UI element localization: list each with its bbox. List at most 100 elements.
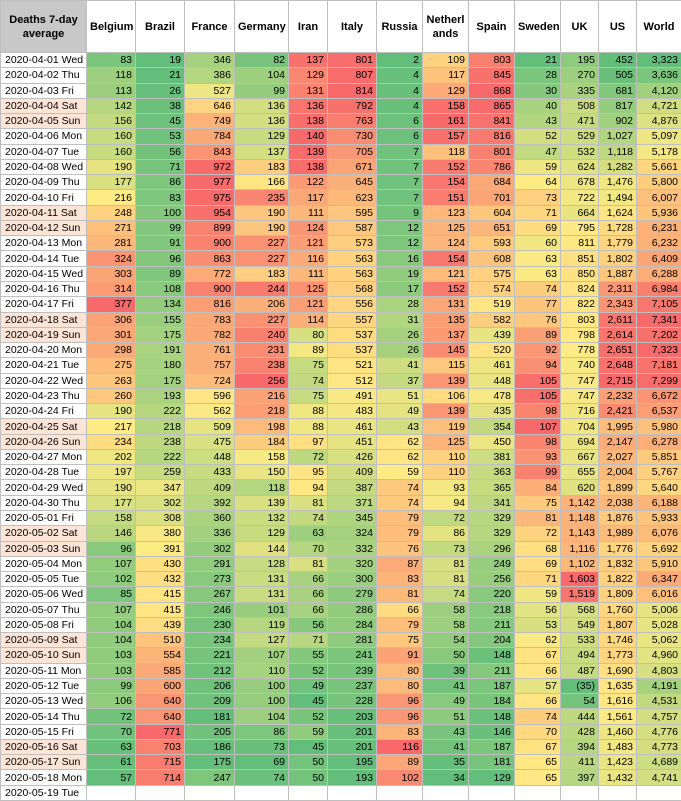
data-cell: 2,421 [599, 404, 637, 419]
data-cell: 74 [289, 510, 328, 525]
data-cell: 508 [561, 98, 599, 113]
data-cell: 104 [87, 633, 136, 648]
data-cell: 75 [289, 388, 328, 403]
data-cell: 34 [423, 770, 469, 785]
data-cell: 3,323 [637, 53, 681, 68]
data-cell: 259 [136, 465, 185, 480]
data-cell: 394 [561, 739, 599, 754]
data-cell: 40 [515, 98, 561, 113]
data-cell: 237 [328, 678, 377, 693]
data-cell: 1,282 [599, 159, 637, 174]
data-cell: 183 [235, 159, 289, 174]
data-cell: 59 [515, 159, 561, 174]
data-cell: 94 [423, 495, 469, 510]
data-cell: 205 [185, 724, 235, 739]
data-cell: 1,773 [599, 648, 637, 663]
data-cell: 386 [185, 68, 235, 83]
data-cell: 302 [136, 495, 185, 510]
row-date: 2020-05-11 Mon [1, 663, 87, 678]
row-date: 2020-04-13 Mon [1, 236, 87, 251]
data-cell: 201 [328, 724, 377, 739]
data-cell: 64 [515, 175, 561, 190]
data-cell: 519 [469, 297, 515, 312]
data-cell: 123 [423, 205, 469, 220]
data-cell: 409 [328, 465, 377, 480]
data-cell: 57 [87, 770, 136, 785]
data-cell: 160 [87, 129, 136, 144]
data-cell: 527 [185, 83, 235, 98]
data-cell: 5,800 [637, 175, 681, 190]
data-cell: 6,076 [637, 526, 681, 541]
data-cell: 4,757 [637, 709, 681, 724]
data-cell: 190 [87, 480, 136, 495]
data-cell: 50 [289, 755, 328, 770]
data-cell: 124 [423, 236, 469, 251]
data-cell: 139 [423, 373, 469, 388]
data-cell: 701 [469, 190, 515, 205]
data-cell: 380 [136, 526, 185, 541]
data-cell: 187 [469, 739, 515, 754]
data-cell: 41 [423, 678, 469, 693]
data-cell: 2,343 [599, 297, 637, 312]
data-cell: 52 [289, 709, 328, 724]
data-cell: 1,603 [561, 572, 599, 587]
data-cell: 549 [561, 617, 599, 632]
data-cell: 121 [423, 266, 469, 281]
data-cell: 206 [185, 678, 235, 693]
data-cell: 301 [87, 327, 136, 342]
data-cell: 439 [469, 327, 515, 342]
data-cell: 432 [136, 572, 185, 587]
data-cell: 491 [328, 388, 377, 403]
data-cell: 585 [136, 663, 185, 678]
data-cell: 181 [185, 709, 235, 724]
data-cell: 93 [515, 449, 561, 464]
data-cell: 151 [423, 190, 469, 205]
data-cell: 324 [328, 526, 377, 541]
data-cell: 557 [328, 312, 377, 327]
data-cell: 651 [469, 220, 515, 235]
data-cell: 1,432 [599, 770, 637, 785]
row-date: 2020-04-25 Sat [1, 419, 87, 434]
data-cell: 96 [87, 541, 136, 556]
data-cell: 303 [87, 266, 136, 281]
data-cell: 195 [561, 53, 599, 68]
data-cell: 1,624 [599, 205, 637, 220]
data-cell: 392 [185, 495, 235, 510]
data-cell: 95 [289, 465, 328, 480]
row-date: 2020-04-19 Sun [1, 327, 87, 342]
data-cell: 512 [328, 373, 377, 388]
data-cell: 801 [469, 144, 515, 159]
data-cell: 110 [423, 449, 469, 464]
data-cell: 203 [328, 709, 377, 724]
row-date: 2020-05-15 Fri [1, 724, 87, 739]
data-cell: 7,202 [637, 327, 681, 342]
data-cell: 494 [561, 648, 599, 663]
data-cell: 156 [87, 114, 136, 129]
data-cell: 450 [469, 434, 515, 449]
data-cell: 1,494 [599, 190, 637, 205]
data-cell: 83 [377, 572, 423, 587]
data-cell: 2,611 [599, 312, 637, 327]
data-cell: 75 [377, 633, 423, 648]
data-cell: 247 [185, 770, 235, 785]
data-cell: 51 [423, 709, 469, 724]
row-date: 2020-05-16 Sat [1, 739, 87, 754]
data-cell: 70 [515, 724, 561, 739]
data-cell: 50 [423, 648, 469, 663]
data-cell: 146 [87, 526, 136, 541]
data-cell: 131 [289, 83, 328, 98]
row-date: 2020-04-11 Sat [1, 205, 87, 220]
data-cell: 900 [185, 281, 235, 296]
